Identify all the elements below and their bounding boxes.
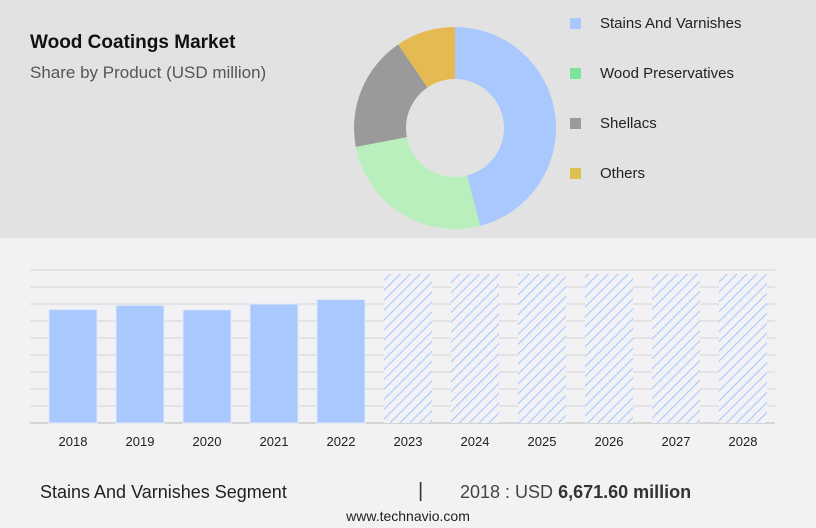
segment-value: 2018 : USD 6,671.60 million	[460, 482, 691, 503]
forecast-bar-2024	[451, 274, 499, 423]
website: www.technavio.com	[346, 508, 470, 524]
forecast-bar-2025	[518, 274, 566, 423]
x-tick-label: 2018	[59, 434, 88, 449]
donut-chart	[354, 27, 556, 229]
segment-label: Stains And Varnishes Segment	[40, 482, 287, 502]
legend-item: Others	[570, 165, 645, 182]
x-tick-label: 2019	[126, 434, 155, 449]
x-tick-label: 2027	[662, 434, 691, 449]
donut-slice-shellacs	[354, 44, 428, 147]
x-tick-label: 2020	[193, 434, 222, 449]
legend-swatch	[570, 168, 581, 179]
legend-label: Stains And Varnishes	[600, 15, 742, 32]
x-tick-label: 2025	[528, 434, 557, 449]
chart-title: Wood Coatings Market	[30, 32, 236, 53]
x-tick-label: 2026	[595, 434, 624, 449]
separator: |	[418, 480, 424, 502]
legend-swatch	[570, 68, 581, 79]
forecast-bar-2023	[384, 274, 432, 423]
legend-label: Shellacs	[600, 115, 657, 132]
legend-label: Wood Preservatives	[600, 65, 734, 82]
donut-slice-stains-and-varnishes	[455, 27, 556, 226]
bar-chart: 2018 2019 2020 2021 2022 2023 2024 2025 2026 2027…	[30, 269, 775, 449]
legend-item: Wood Preservatives	[570, 65, 734, 82]
legend-swatch	[570, 18, 581, 29]
legend-label: Others	[600, 165, 646, 182]
value-amount: 6,671.60 million	[558, 482, 692, 502]
bar-2022	[316, 299, 366, 424]
bar-2021	[249, 303, 299, 424]
bar-2018	[48, 309, 98, 424]
legend-item: Stains And Varnishes	[570, 15, 741, 32]
donut-slice-others	[398, 27, 455, 88]
forecast-bar-2026	[585, 274, 633, 423]
year-label: 2018 : USD	[460, 482, 554, 502]
legend-swatch	[570, 118, 581, 129]
x-tick-label: 2022	[327, 434, 356, 449]
x-tick-label: 2023	[394, 434, 423, 449]
forecast-bar-2028	[719, 274, 767, 423]
donut-slice-wood-preservatives	[355, 137, 481, 229]
x-tick-label: 2028	[729, 434, 758, 449]
chart-subtitle: Share by Product (USD million)	[30, 63, 267, 82]
bar-2020	[182, 309, 232, 424]
legend-item: Shellacs	[570, 115, 657, 132]
bar-2019	[115, 304, 165, 424]
forecast-bar-2027	[652, 274, 700, 423]
x-tick-label: 2021	[260, 434, 289, 449]
x-tick-label: 2024	[461, 434, 490, 449]
